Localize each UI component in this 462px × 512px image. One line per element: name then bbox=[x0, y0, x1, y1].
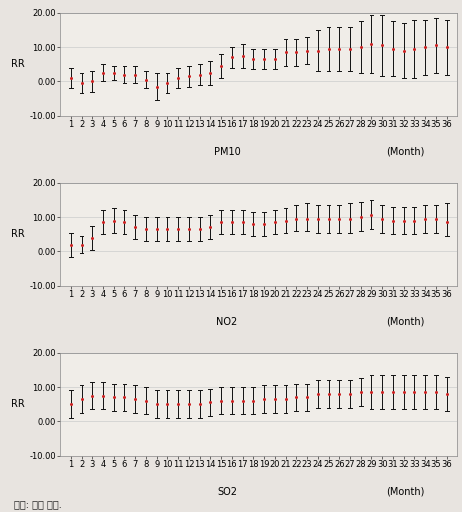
Y-axis label: RR: RR bbox=[11, 229, 25, 239]
Text: 자료: 저자 작성.: 자료: 저자 작성. bbox=[14, 499, 61, 509]
Text: SO2: SO2 bbox=[217, 486, 237, 497]
Y-axis label: RR: RR bbox=[11, 399, 25, 409]
Text: PM10: PM10 bbox=[213, 147, 240, 157]
Text: (Month): (Month) bbox=[387, 147, 425, 157]
Text: (Month): (Month) bbox=[387, 316, 425, 327]
Y-axis label: RR: RR bbox=[11, 59, 25, 69]
Text: (Month): (Month) bbox=[387, 486, 425, 497]
Text: NO2: NO2 bbox=[216, 316, 237, 327]
